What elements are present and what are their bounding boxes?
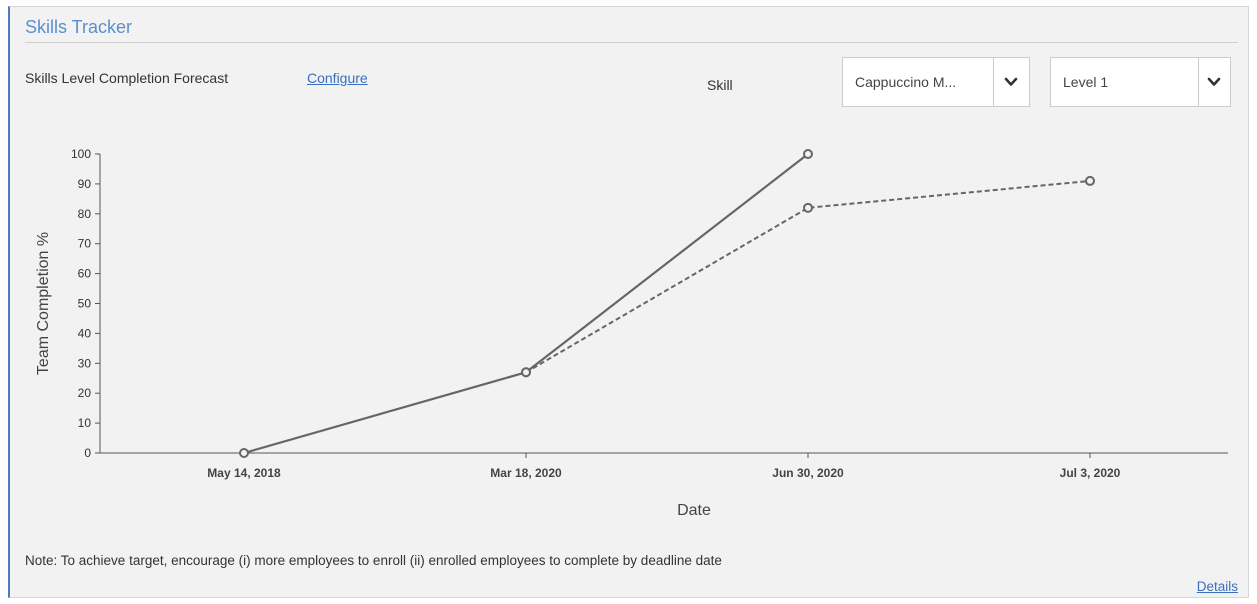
y-axis-title: Team Completion % xyxy=(35,232,52,375)
y-tick-label: 10 xyxy=(78,416,92,430)
actual-series-line xyxy=(243,153,809,455)
y-tick-label: 100 xyxy=(71,147,91,161)
x-tick-label: Mar 18, 2020 xyxy=(490,466,562,480)
chevron-down-icon[interactable] xyxy=(1205,73,1223,91)
y-tick-label: 70 xyxy=(78,237,92,251)
panel-title: Skills Tracker xyxy=(25,17,133,37)
forecast-point xyxy=(803,202,813,213)
forecast-series-line xyxy=(525,179,1091,374)
y-tick-label: 40 xyxy=(78,326,92,340)
x-tick-label: Jul 3, 2020 xyxy=(1060,466,1121,480)
x-tick-label: May 14, 2018 xyxy=(207,466,281,480)
y-tick-label: 80 xyxy=(78,207,92,221)
configure-link[interactable]: Configure xyxy=(307,70,368,86)
y-tick-label: 30 xyxy=(78,356,92,370)
skill-filter-label: Skill xyxy=(707,77,733,93)
actual-point xyxy=(239,448,249,458)
level-select-value: Level 1 xyxy=(1063,74,1109,90)
actual-point xyxy=(803,149,813,159)
y-tick-label: 20 xyxy=(78,386,92,400)
forecast-point xyxy=(521,367,531,378)
forecast-point xyxy=(1085,175,1095,186)
x-tick-label: Jun 30, 2020 xyxy=(772,466,844,480)
x-axis-title: Date xyxy=(677,502,711,519)
chevron-down-icon[interactable] xyxy=(1002,73,1020,91)
skill-select-divider xyxy=(993,58,994,106)
y-tick-label: 0 xyxy=(84,446,91,460)
level-select-divider xyxy=(1198,58,1199,106)
skill-select[interactable]: Cappuccino M... xyxy=(842,57,1030,107)
completion-forecast-chart: 0 10 20 30 40 50 60 70 80 90 100 May 14, 2018 Mar 18… xyxy=(35,147,1228,519)
chart-subtitle: Skills Level Completion Forecast xyxy=(25,70,229,86)
y-tick-label: 50 xyxy=(78,297,92,311)
skills-tracker-panel: Skills Tracker Skills Level Completion F… xyxy=(8,6,1249,598)
y-tick-label: 60 xyxy=(78,267,92,281)
details-link[interactable]: Details xyxy=(1196,579,1238,594)
note-text: Note: To achieve target, encourage (i) m… xyxy=(25,553,722,568)
title-divider xyxy=(25,42,1238,43)
y-tick-label: 90 xyxy=(78,177,92,191)
skill-select-value: Cappuccino M... xyxy=(855,74,957,90)
level-select[interactable]: Level 1 xyxy=(1050,57,1231,107)
